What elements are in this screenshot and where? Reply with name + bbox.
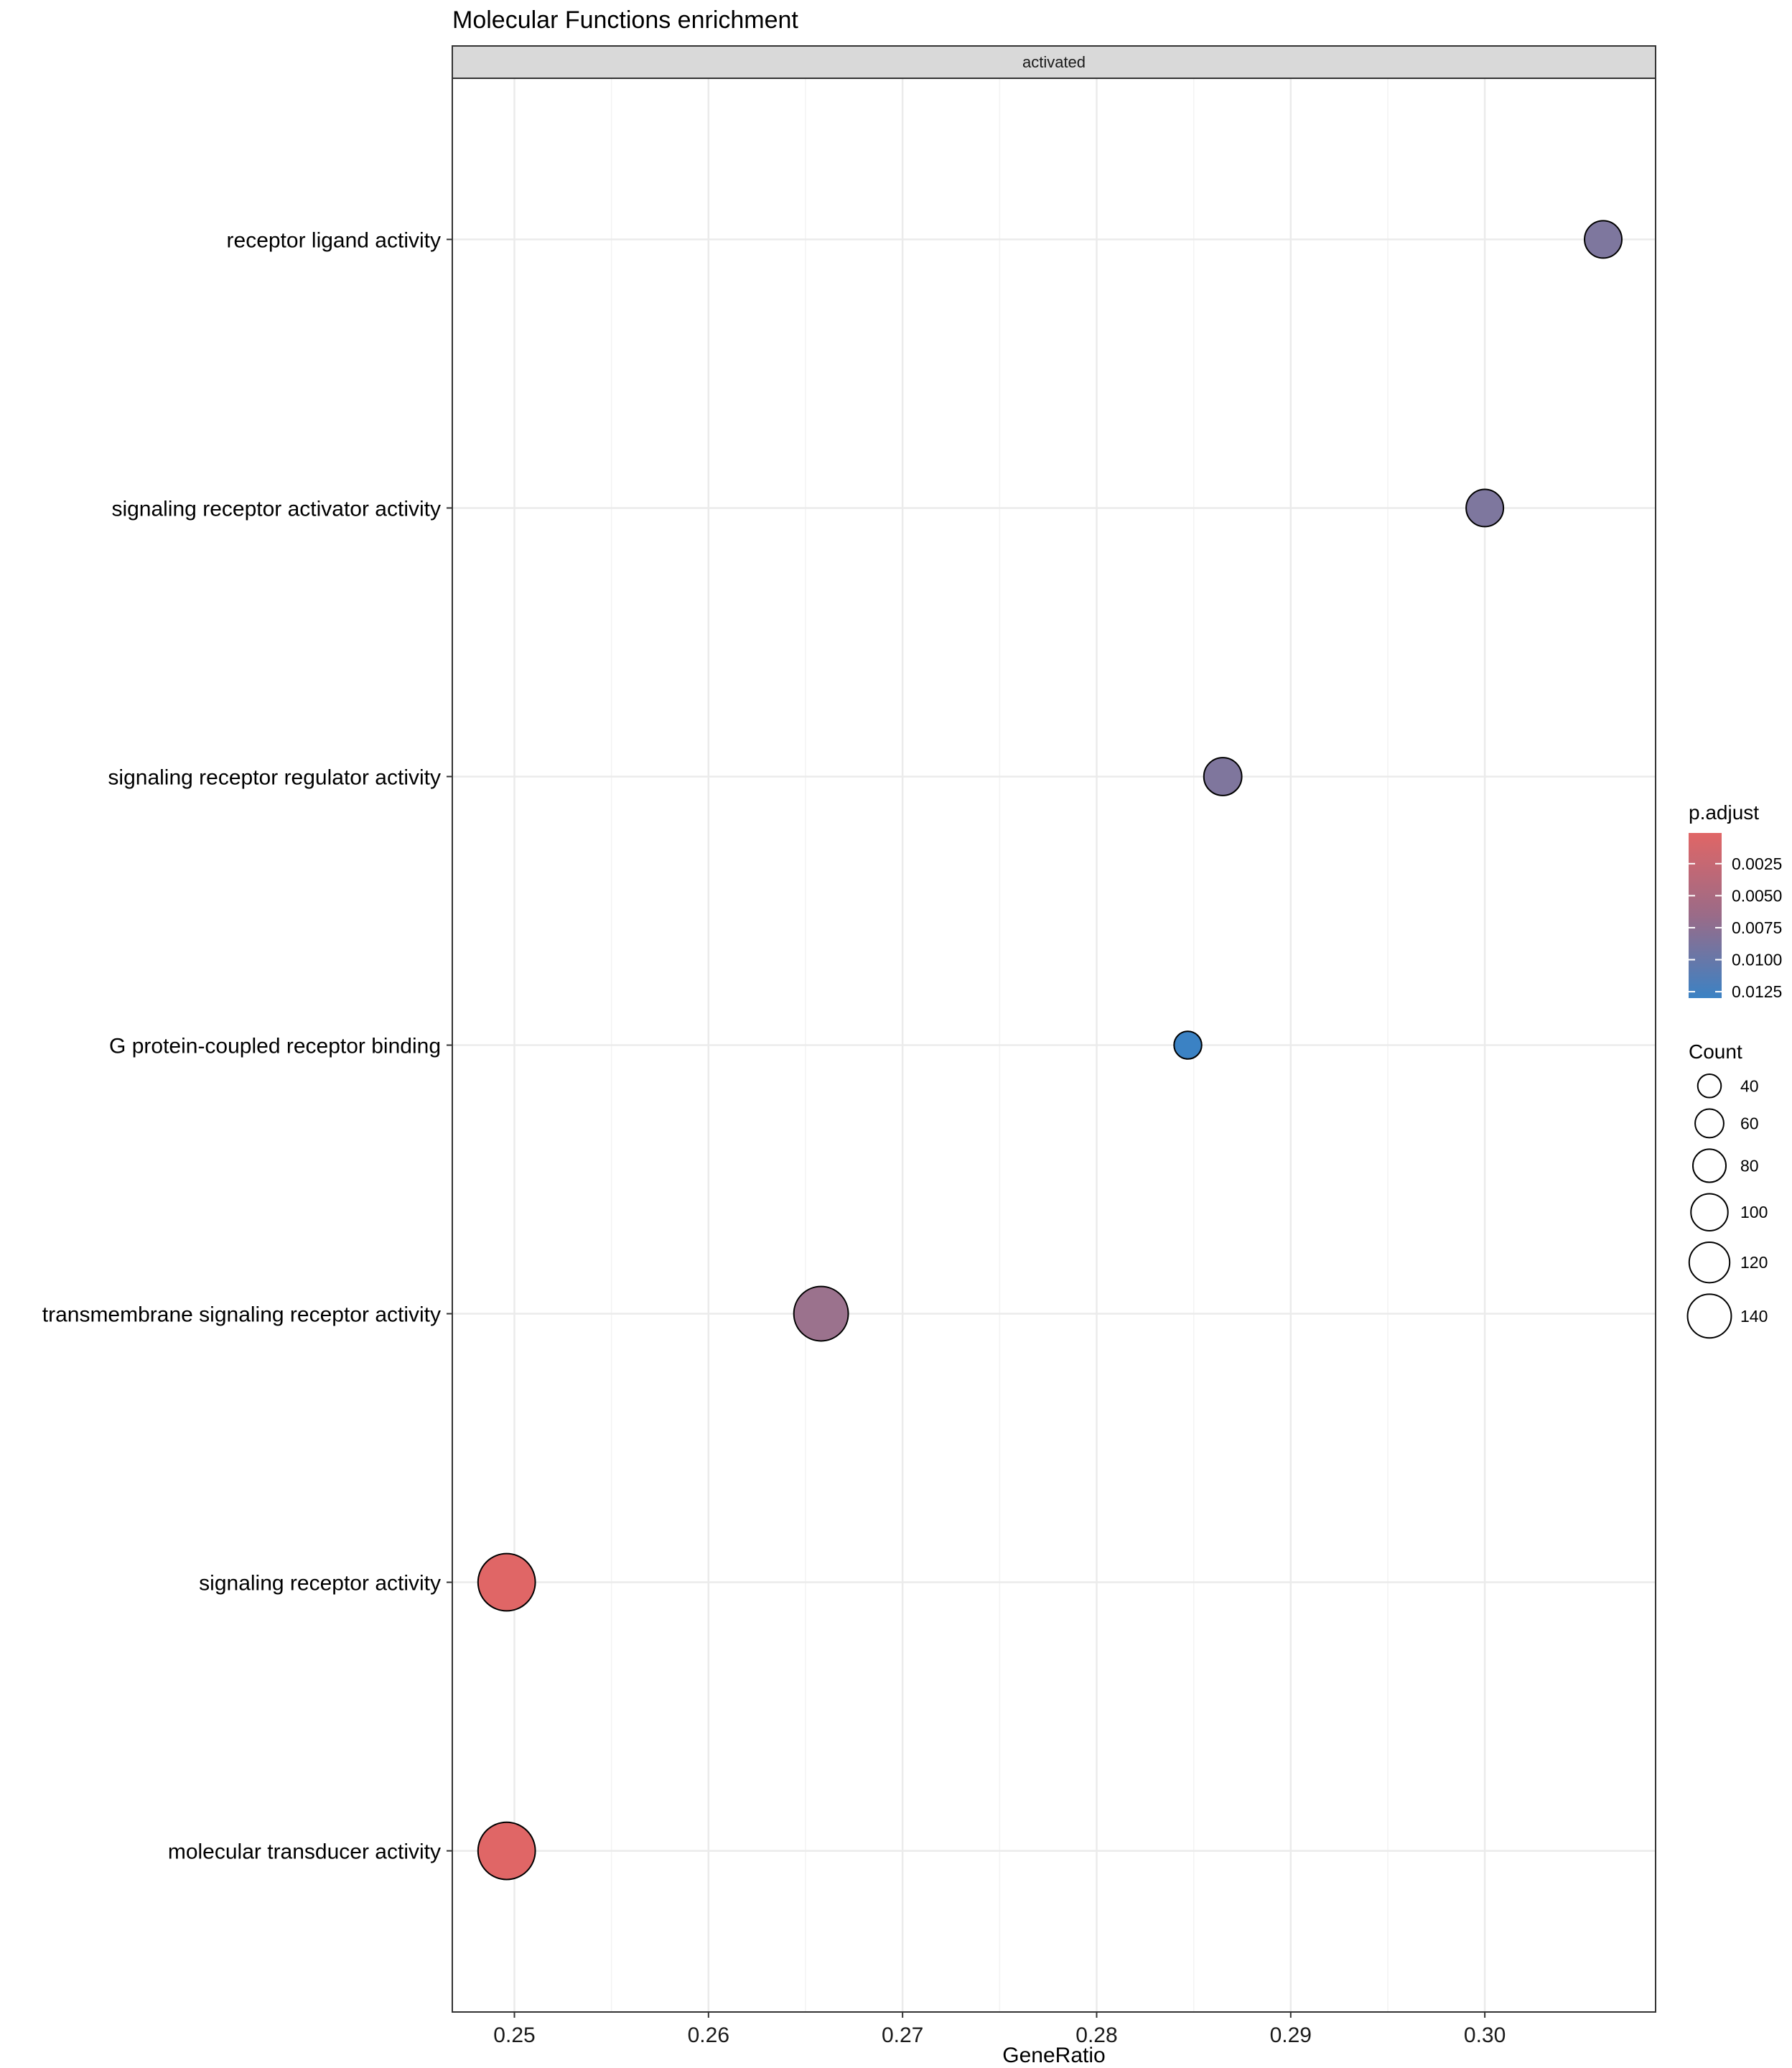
x-axis: 0.25 0.26 0.27 0.28 0.29 0.30	[493, 2012, 1506, 2047]
color-legend-label: 0.0125	[1732, 982, 1782, 1001]
x-tick-label: 0.25	[493, 2023, 535, 2047]
data-point	[1465, 488, 1505, 528]
y-tick-label: signaling receptor activity	[199, 1572, 441, 1596]
x-axis-title: GeneRatio	[1002, 2044, 1105, 2067]
data-point	[1203, 757, 1243, 796]
data-point	[477, 1821, 536, 1881]
size-legend: Count 40 60 80 100 120 140	[1686, 1040, 1768, 1339]
x-tick-label: 0.27	[882, 2023, 923, 2047]
size-legend-label: 60	[1740, 1114, 1759, 1132]
facet-strip	[452, 45, 1656, 79]
data-point	[477, 1552, 536, 1612]
x-tick-label: 0.30	[1464, 2023, 1506, 2047]
grid-lines	[452, 78, 1656, 2012]
data-point	[1173, 1030, 1203, 1060]
color-legend-label: 0.0025	[1732, 854, 1782, 873]
size-legend-label: 100	[1740, 1203, 1768, 1221]
data-point	[1584, 220, 1623, 259]
size-legend-label: 40	[1740, 1076, 1759, 1095]
color-legend-title: p.adjust	[1689, 801, 1759, 824]
size-legend-key	[1694, 1108, 1725, 1139]
color-legend-label: 0.0075	[1732, 918, 1782, 937]
x-tick-label: 0.26	[688, 2023, 729, 2047]
y-tick-label: receptor ligand activity	[227, 228, 441, 252]
size-legend-key	[1697, 1073, 1722, 1099]
color-bar	[1689, 833, 1722, 998]
size-legend-title: Count	[1689, 1040, 1742, 1063]
size-legend-key	[1690, 1193, 1729, 1231]
data-points	[477, 220, 1623, 1881]
x-tick-label: 0.28	[1075, 2023, 1117, 2047]
y-tick-label: G protein-coupled receptor binding	[109, 1035, 441, 1058]
size-legend-key	[1686, 1293, 1732, 1339]
size-legend-label: 120	[1740, 1253, 1768, 1272]
size-legend-label: 140	[1740, 1307, 1768, 1326]
color-legend: p.adjust 0.0025 0.0050 0.0075 0.0100 0.0125	[1689, 801, 1782, 1001]
size-legend-key	[1688, 1241, 1731, 1284]
data-point	[793, 1285, 849, 1342]
y-tick-label: signaling receptor regulator activity	[108, 765, 441, 789]
size-legend-label: 80	[1740, 1156, 1759, 1175]
color-legend-label: 0.0100	[1732, 951, 1782, 969]
panel-border	[452, 78, 1656, 2013]
y-axis: receptor ligand activity signaling recept…	[42, 228, 452, 1864]
facet-label: activated	[1022, 53, 1086, 71]
y-tick-label: signaling receptor activator activity	[111, 497, 441, 521]
size-legend-key	[1691, 1148, 1727, 1183]
y-tick-label: molecular transducer activity	[168, 1840, 441, 1864]
y-tick-label: transmembrane signaling receptor activit…	[42, 1303, 441, 1327]
chart-title: Molecular Functions enrichment	[452, 6, 798, 34]
x-tick-label: 0.29	[1270, 2023, 1312, 2047]
color-legend-label: 0.0050	[1732, 886, 1782, 905]
